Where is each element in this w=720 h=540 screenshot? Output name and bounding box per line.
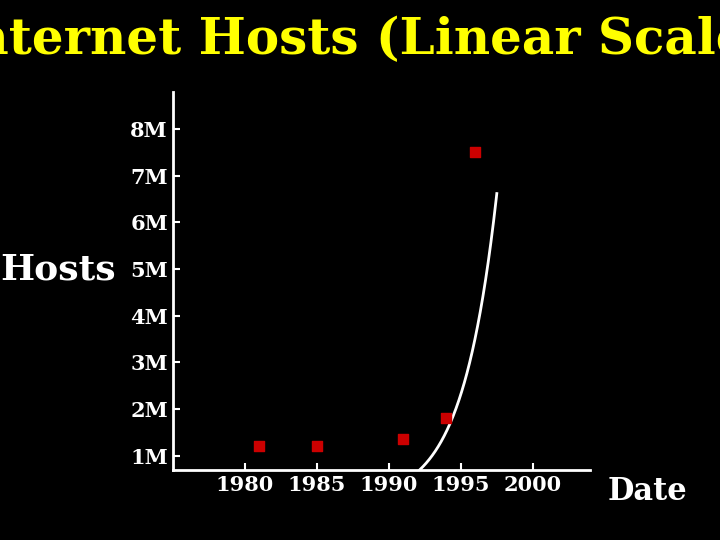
Point: [397, 435, 409, 444]
Point: [441, 414, 452, 423]
Text: Hosts: Hosts: [0, 253, 115, 287]
Text: Internet Hosts (Linear Scale): Internet Hosts (Linear Scale): [0, 16, 720, 65]
Text: Date: Date: [608, 476, 688, 507]
Point: [253, 442, 265, 451]
Point: [311, 442, 323, 451]
Point: [469, 148, 481, 157]
